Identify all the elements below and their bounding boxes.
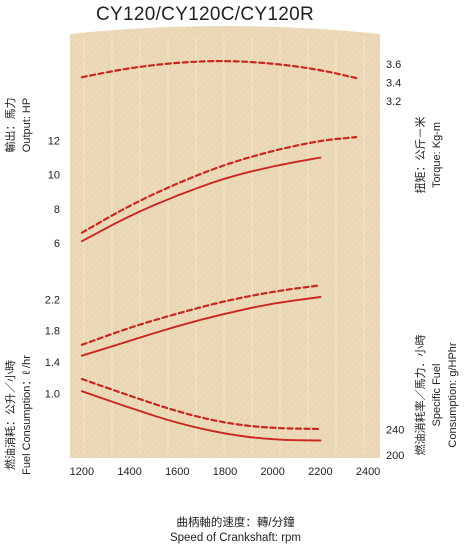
fuel_consumption-tick-label: 1.4 — [45, 357, 60, 369]
x-axis-label-cn: 曲柄軸的速度：轉/分鐘 — [176, 517, 295, 529]
fuel_consumption-solid-line — [80, 296, 322, 357]
specific-fuel-axis-label-en2: Consumption: g/HPhr — [447, 342, 459, 447]
x-tick-label: 2400 — [356, 466, 380, 478]
fuel_consumption-tick-label: 1.8 — [45, 326, 60, 338]
output-solid-line — [80, 156, 322, 243]
output-axis-label-cn: 輸出：馬力 — [3, 98, 17, 153]
specific_fuel-tick-label: 200 — [386, 450, 404, 462]
output-tick-label: 6 — [54, 238, 60, 250]
x-tick-label: 1600 — [165, 466, 189, 478]
output-tick-label: 10 — [48, 170, 60, 182]
specific_fuel-solid-line — [80, 390, 322, 442]
chart-title: CY120/CY120C/CY120R — [96, 4, 314, 25]
x-tick-label: 2200 — [308, 466, 332, 478]
torque-axis-label-cn: 扭矩：公斤－米 — [413, 117, 427, 194]
torque-tick-label: 3.4 — [386, 78, 401, 90]
x-tick-label: 1800 — [213, 466, 237, 478]
fuel-consumption-axis-label-cn: 燃油消耗：公升／小時 — [3, 360, 17, 470]
fuel_consumption-tick-label: 1.0 — [45, 388, 60, 400]
torque-dashed-line — [80, 59, 358, 80]
torque-axis-label-en: Torque: Kg-m — [431, 122, 443, 188]
specific_fuel-dashed-line — [80, 377, 322, 431]
x-axis-label-en: Speed of Crankshaft: rpm — [169, 532, 302, 544]
output-tick-label: 12 — [48, 135, 60, 147]
specific-fuel-axis-label-en1: Specific Fuel — [431, 364, 443, 427]
chart-panel-background — [70, 26, 380, 458]
specific-fuel-axis-label-cn: 燃油消耗率／馬力．小時 — [413, 335, 427, 456]
output-tick-label: 8 — [54, 204, 60, 216]
x-tick-label: 1400 — [117, 466, 141, 478]
fuel-consumption-axis-label-en: Fuel Consumption：ℓ /hr — [21, 355, 33, 475]
torque-tick-label: 3.2 — [386, 96, 401, 108]
specific_fuel-tick-label: 240 — [386, 425, 404, 437]
fuel_consumption-dashed-line — [80, 284, 322, 346]
x-tick-label: 2000 — [260, 466, 284, 478]
x-tick-label: 1200 — [70, 466, 94, 478]
torque-tick-label: 3.6 — [386, 59, 401, 71]
fuel_consumption-tick-label: 2.2 — [45, 294, 60, 306]
output-dashed-line — [80, 136, 358, 234]
output-axis-label-en: Output: HP — [21, 98, 33, 152]
